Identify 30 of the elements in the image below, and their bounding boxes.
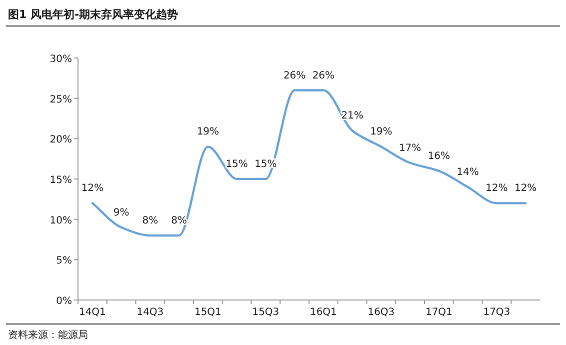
- y-tick-label: 25%: [50, 94, 72, 106]
- chart-title: 图1 风电年初-期末弃风率变化趋势: [8, 8, 178, 21]
- y-tick-label: 20%: [50, 134, 72, 146]
- x-tick-label: 15Q1: [194, 307, 222, 318]
- x-tick-label: 15Q3: [252, 307, 280, 318]
- y-tick-label: 30%: [50, 54, 72, 65]
- x-tick-label: 16Q1: [310, 307, 337, 318]
- data-label: 19%: [370, 126, 392, 138]
- data-label: 12%: [81, 183, 104, 194]
- data-label: 26%: [312, 70, 335, 82]
- data-label: 14%: [456, 167, 479, 178]
- data-label: 12%: [486, 183, 508, 194]
- data-label: 8%: [142, 215, 158, 226]
- x-tick-label: 14Q1: [78, 307, 106, 318]
- data-label: 15%: [226, 159, 248, 170]
- data-label: 16%: [428, 150, 450, 162]
- data-label: 17%: [398, 142, 422, 154]
- y-tick-label: 5%: [56, 256, 72, 267]
- x-tick-label: 16Q3: [368, 307, 395, 318]
- data-label: 26%: [283, 70, 306, 82]
- data-label: 12%: [514, 183, 537, 194]
- x-tick-label: 17Q1: [425, 307, 452, 318]
- data-label: 9%: [113, 207, 130, 218]
- y-tick-label: 0%: [56, 296, 72, 307]
- data-label: 19%: [196, 126, 220, 138]
- x-tick-label: 17Q3: [483, 307, 510, 318]
- y-tick-label: 15%: [50, 175, 72, 186]
- x-tick-label: 14Q3: [136, 307, 164, 318]
- y-tick-label: 10%: [50, 215, 72, 226]
- text: 资料来源：能源局: [8, 329, 88, 341]
